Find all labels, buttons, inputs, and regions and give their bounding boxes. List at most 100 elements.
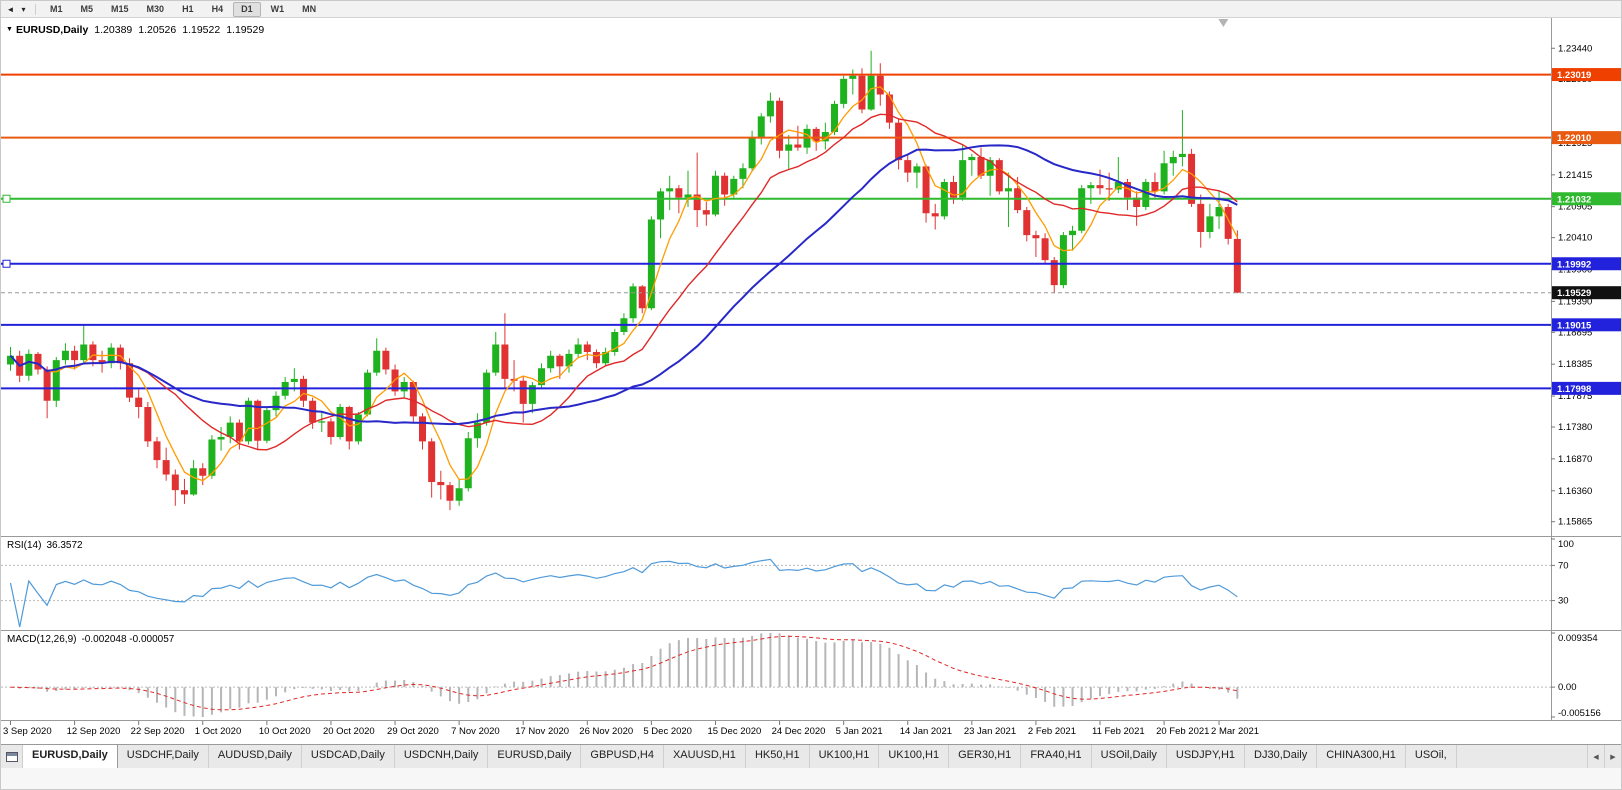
date-axis-label: 22 Sep 2020	[131, 726, 185, 737]
candle-body	[89, 344, 97, 361]
timeframe-button-h4[interactable]: H4	[211, 3, 224, 14]
bottom-tab[interactable]: CHINA300,H1	[1317, 745, 1406, 768]
candle-body	[34, 353, 42, 370]
timeframe-button-mn[interactable]: MN	[302, 3, 317, 14]
bottom-tab[interactable]: USOil,Daily	[1092, 745, 1167, 768]
candle-body	[208, 439, 216, 476]
date-axis-label: 15 Dec 2020	[707, 726, 761, 737]
candle-body	[858, 75, 866, 110]
timeframe-button-d1[interactable]: D1	[233, 1, 261, 17]
candle-body	[840, 78, 848, 104]
candle-body	[931, 213, 939, 217]
candle-body	[1105, 188, 1113, 190]
timeframe-button-m30[interactable]: M30	[146, 3, 165, 14]
collapse-triangle-icon[interactable]: ▼	[6, 26, 13, 33]
timeframe-button-m5[interactable]: M5	[80, 3, 94, 14]
candle-body	[574, 344, 582, 354]
bottom-tab[interactable]: EURUSD,Daily	[488, 745, 582, 768]
timeframe-button-h1[interactable]: H1	[182, 3, 194, 14]
bottom-tab[interactable]: EURUSD,Daily	[23, 745, 118, 768]
candle-body	[318, 421, 326, 423]
candle-body	[950, 182, 958, 198]
candle-body	[1206, 216, 1214, 232]
horizontal-lines	[1, 73, 1551, 390]
candle-body	[1041, 238, 1049, 261]
macd-histogram	[18, 633, 1239, 717]
bottom-tab[interactable]: USOil,	[1406, 745, 1457, 768]
ohlc-close: 1.19529	[226, 24, 265, 36]
candle-body	[345, 407, 353, 442]
date-axis-label: 24 Dec 2020	[772, 726, 826, 737]
chart-window-icon	[5, 751, 18, 762]
bottom-tab[interactable]: XAUUSD,H1	[664, 745, 746, 768]
chart-shift-marker[interactable]	[1218, 19, 1229, 27]
candle-body	[1069, 230, 1077, 236]
candle-body	[666, 188, 674, 192]
candle-body	[1023, 210, 1031, 236]
chart-windows-button[interactable]	[1, 745, 23, 768]
candle-body	[364, 372, 372, 415]
candle-body	[785, 144, 793, 151]
cursor-arrow-icon[interactable]: ◄	[6, 4, 15, 14]
line-handle[interactable]	[2, 194, 11, 203]
bottom-tab[interactable]: GBPUSD,H4	[581, 745, 664, 768]
bottom-tab[interactable]: DJ30,Daily	[1245, 745, 1318, 768]
bottom-tab[interactable]: GER30,H1	[949, 745, 1022, 768]
candle-body	[739, 168, 747, 179]
candle-body	[959, 160, 967, 198]
caret-down-icon[interactable]: ▾	[21, 4, 26, 14]
candle-body	[336, 407, 344, 437]
date-axis-label: 11 Feb 2021	[1092, 726, 1145, 737]
candle-body	[226, 422, 234, 437]
candle-body	[373, 350, 381, 373]
candle-body	[867, 75, 875, 110]
candle-body	[968, 157, 976, 161]
candle-body	[1059, 235, 1067, 286]
price-axis-label: 1.16360	[1558, 486, 1592, 497]
line-handle[interactable]	[2, 259, 11, 268]
candle-body	[199, 468, 207, 476]
candle-body	[254, 400, 262, 441]
candle-body	[702, 210, 710, 215]
bottom-tab[interactable]: AUDUSD,Daily	[209, 745, 302, 768]
candle-body	[1224, 207, 1232, 239]
timeframe-button-m1[interactable]: M1	[50, 3, 63, 14]
bottom-tab[interactable]: USDJPY,H1	[1167, 745, 1246, 768]
bottom-tab[interactable]: UK100,H1	[879, 745, 950, 768]
candle-body	[428, 441, 436, 482]
candle-body	[483, 372, 491, 423]
macd-axis-label: -0.005156	[1558, 708, 1601, 719]
candle-body	[748, 138, 756, 169]
price-axis-label: 1.20410	[1558, 233, 1592, 244]
candle-body	[831, 103, 838, 132]
tab-scroll-left-button[interactable]: ◀	[1587, 745, 1604, 768]
rsi-axis-label: 70	[1558, 560, 1569, 571]
top-toolbar: ◄ ▾ M1 M5 M15 M30 H1 H4 D1 W1 MN	[1, 1, 1621, 18]
hline-price-tag: 1.17998	[1557, 384, 1591, 395]
bottom-tab[interactable]: UK100,H1	[810, 745, 880, 768]
bottom-tab[interactable]: USDCAD,Daily	[302, 745, 395, 768]
candle-body	[473, 422, 481, 439]
bottom-tab[interactable]: USDCHF,Daily	[118, 745, 209, 768]
hline-price-tag: 1.21032	[1557, 194, 1591, 205]
timeframe-button-w1[interactable]: W1	[270, 3, 285, 14]
candle-body	[80, 344, 88, 361]
timeframe-button-m15[interactable]: M15	[111, 3, 129, 14]
candle-body	[602, 352, 610, 364]
tab-scroll-right-button[interactable]: ▶	[1604, 745, 1621, 768]
chart-symbol: EURUSD,Daily	[15, 24, 89, 36]
bottom-tab[interactable]: FRA40,H1	[1021, 745, 1092, 768]
candle-body	[794, 144, 802, 148]
candle-body	[245, 400, 253, 442]
macd-axis-label: 0.009354	[1558, 633, 1598, 644]
candle-body	[547, 355, 555, 369]
hline-price-tag: 1.23019	[1557, 70, 1591, 81]
candle-body	[519, 380, 527, 404]
price-axis-label: 1.17380	[1558, 422, 1592, 433]
bottom-tab[interactable]: USDCNH,Daily	[395, 745, 489, 768]
price-axis-label: 1.20905	[1558, 202, 1592, 213]
candle-body	[913, 166, 921, 173]
chart-canvas[interactable]: 1.234401.229501.219251.214151.209051.204…	[1, 1, 1622, 744]
bottom-tab[interactable]: HK50,H1	[746, 745, 810, 768]
